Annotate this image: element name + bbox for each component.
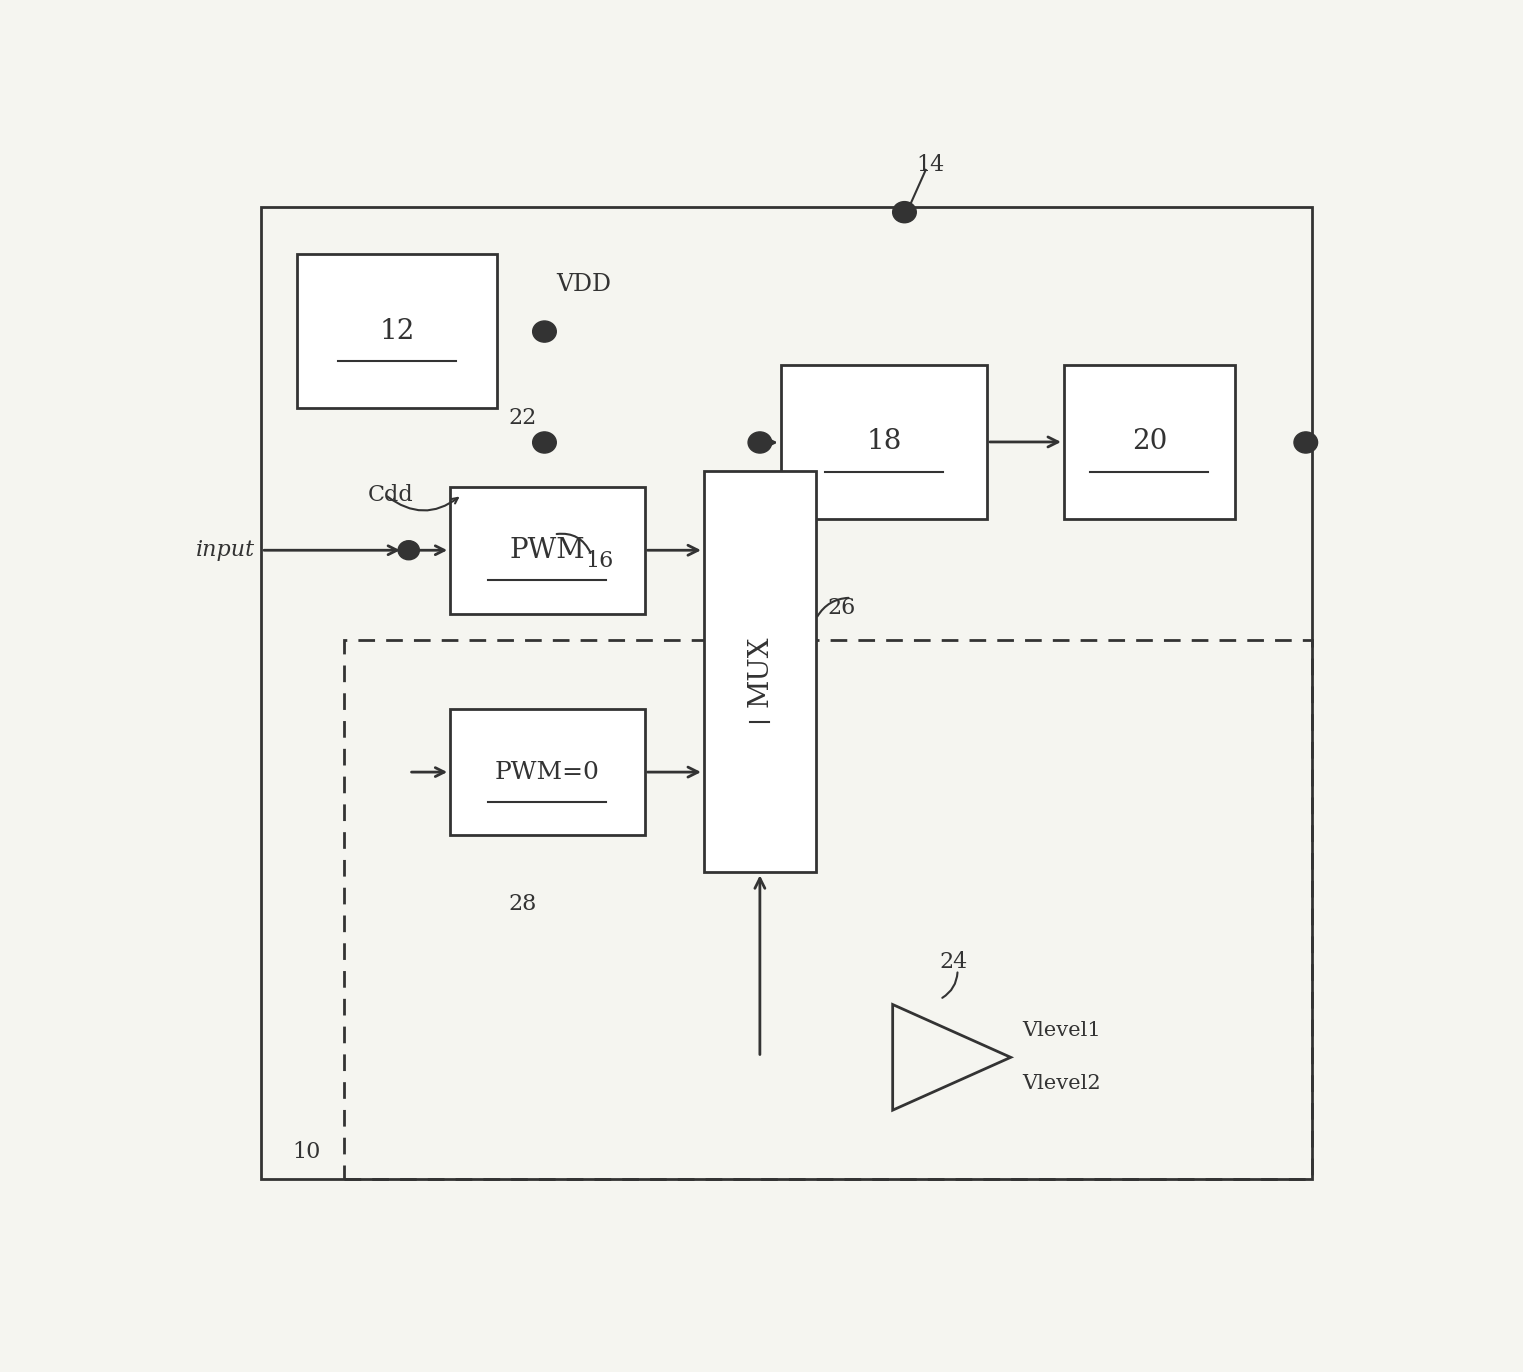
Text: 18: 18 [867,428,902,456]
Text: 26: 26 [829,597,856,619]
Text: Vlevel2: Vlevel2 [1022,1074,1101,1093]
Text: 24: 24 [940,951,969,973]
Text: Vlevel1: Vlevel1 [1022,1021,1101,1040]
Text: 20: 20 [1132,428,1167,456]
Circle shape [398,541,419,560]
FancyBboxPatch shape [451,487,644,613]
Text: 22: 22 [509,407,536,429]
Text: MUX: MUX [746,637,774,708]
Circle shape [1295,432,1317,453]
Text: 10: 10 [292,1142,320,1163]
Text: PWM: PWM [510,536,585,564]
Text: 12: 12 [379,317,414,344]
Text: Cdd: Cdd [367,484,413,506]
Circle shape [533,321,556,342]
FancyBboxPatch shape [1063,365,1235,519]
Text: VDD: VDD [556,273,611,295]
Circle shape [748,432,772,453]
Circle shape [892,202,917,222]
FancyBboxPatch shape [704,471,816,873]
Text: PWM=0: PWM=0 [495,760,600,783]
Circle shape [533,432,556,453]
Text: 28: 28 [509,893,536,915]
Text: input: input [196,539,256,561]
FancyBboxPatch shape [297,254,496,407]
Text: 14: 14 [917,154,944,176]
FancyBboxPatch shape [262,207,1311,1179]
Text: 16: 16 [586,550,614,572]
FancyBboxPatch shape [780,365,987,519]
FancyBboxPatch shape [451,709,644,836]
